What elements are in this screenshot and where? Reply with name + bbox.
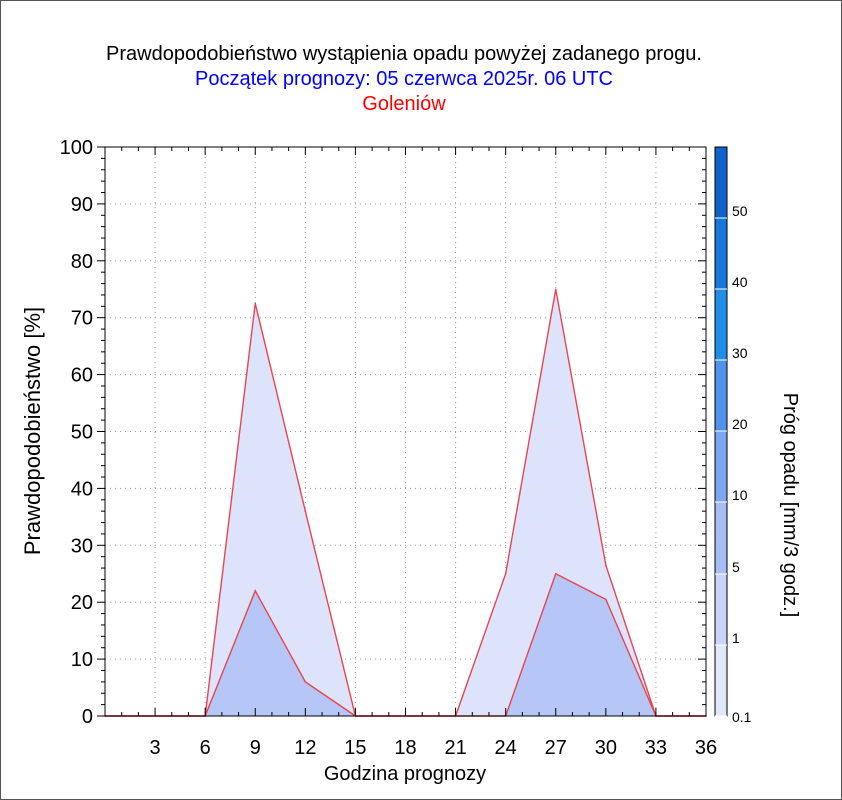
chart-location: Goleniów	[362, 93, 446, 115]
x-tick-label: 12	[294, 737, 316, 759]
colorbar-label-value: 30	[732, 345, 748, 361]
colorbar-segment	[715, 289, 727, 360]
x-tick-label: 33	[645, 737, 667, 759]
colorbar-label-value: 20	[732, 416, 748, 432]
x-tick-label: 36	[695, 737, 717, 759]
colorbar-label: Próg opadu [mm/3 godz.]	[779, 393, 801, 618]
y-tick-label: 50	[71, 422, 93, 444]
y-tick-label: 0	[82, 706, 93, 728]
chart-title: Prawdopodobieństwo wystąpienia opadu pow…	[106, 43, 702, 65]
y-tick-label: 70	[71, 308, 93, 330]
y-tick-label: 40	[71, 478, 93, 500]
series-area-1	[105, 573, 706, 716]
y-tick-label: 100	[60, 137, 93, 159]
chart-subtitle: Początek prognozy: 05 czerwca 2025r. 06 …	[195, 68, 613, 90]
x-tick-label: 27	[545, 737, 567, 759]
colorbar-label-value: 40	[732, 274, 748, 290]
colorbar-segment	[715, 218, 727, 289]
y-axis-label: Prawdopodobieństwo [%]	[20, 307, 45, 555]
x-tick-label: 18	[394, 737, 416, 759]
x-tick-label: 21	[444, 737, 466, 759]
x-tick-label: 9	[250, 737, 261, 759]
x-tick-label: 30	[595, 737, 617, 759]
data-point	[605, 598, 607, 601]
y-tick-label: 20	[71, 592, 93, 614]
data-point	[605, 564, 607, 567]
data-point	[304, 681, 307, 683]
data-point	[304, 510, 307, 512]
colorbar-segment	[715, 147, 727, 218]
x-tick-label: 3	[150, 737, 161, 759]
data-point	[254, 590, 257, 592]
colorbar-label-value: 0.1	[732, 709, 752, 725]
colorbar-label-value: 10	[732, 487, 748, 503]
x-tick-label: 24	[495, 737, 517, 759]
y-tick-label: 90	[71, 194, 93, 216]
colorbar-label-value: 5	[732, 559, 740, 575]
data-point	[504, 572, 507, 575]
data-point	[554, 288, 557, 291]
colorbar-segment	[715, 502, 727, 574]
colorbar-segment	[715, 431, 727, 502]
colorbar-segment	[715, 574, 727, 645]
x-tick-label: 6	[200, 737, 211, 759]
colorbar-label-value: 50	[732, 203, 748, 219]
y-tick-label: 10	[71, 649, 93, 671]
colorbar-label-value: 1	[732, 630, 740, 646]
y-tick-label: 60	[71, 365, 93, 387]
y-tick-label: 30	[71, 535, 93, 557]
data-point	[254, 302, 257, 305]
colorbar-segment	[715, 360, 727, 431]
x-axis-label: Godzina prognozy	[324, 763, 486, 785]
colorbar-segment	[715, 645, 727, 716]
data-point	[554, 572, 557, 575]
x-tick-label: 15	[344, 737, 366, 759]
y-tick-label: 80	[71, 251, 93, 273]
